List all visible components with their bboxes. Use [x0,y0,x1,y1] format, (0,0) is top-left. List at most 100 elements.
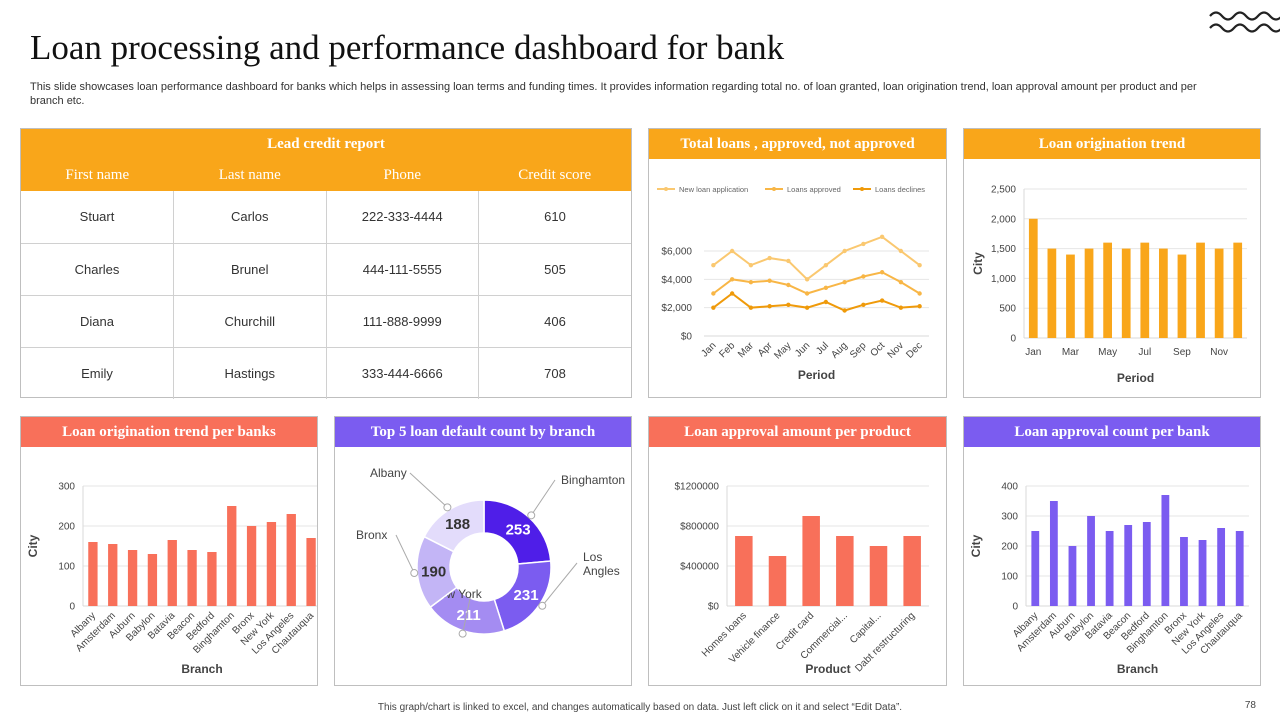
data-point [879,270,885,275]
y-tick-label: 1,000 [991,274,1016,285]
origination-trend-panel: Loan origination trend 0 500 1,000 1,500 2,0… [963,128,1261,398]
y-tick-label: 200 [1001,542,1018,553]
column-header-credit-score: Credit score [478,159,631,191]
lead-credit-report-panel: Lead credit report First name Last name … [20,128,632,399]
table-cell: Emily [21,347,174,399]
series-line [712,271,921,295]
y-axis-title: City [969,534,983,557]
bar [306,538,316,606]
x-tick-label: May [1098,347,1117,358]
lead-credit-report-title: Lead credit report [21,129,631,159]
y-tick-label: 200 [58,522,75,533]
y-tick-label: $0 [708,602,720,613]
data-point [823,262,829,268]
y-axis-title: City [971,252,985,275]
bar [836,536,854,606]
data-point [767,304,772,309]
data-point [842,248,847,254]
table-cell: 444-111-5555 [326,243,479,296]
y-tick-label: 0 [69,602,75,613]
table-cell: Churchill [173,295,327,348]
data-label: 231 [514,587,539,604]
y-tick-label: 2,000 [991,214,1016,225]
leader-dot [538,601,547,610]
leader-line [409,472,448,508]
x-tick-label: Feb [717,340,737,360]
series-line [712,235,921,281]
data-point [748,305,754,310]
slice-label: Angles [583,564,620,578]
donut-slice [423,499,485,553]
table-cell: Charles [21,243,174,296]
x-tick-label: Jun [793,340,812,359]
trend-per-banks-title: Loan origination trend per banks [21,417,317,447]
bar [1198,540,1207,606]
data-point [879,298,885,303]
bar [147,554,158,606]
bar [1068,546,1077,606]
bar [1084,248,1094,338]
bar [1105,531,1114,606]
x-tick-label: Nov [1210,347,1228,358]
y-tick-label: 0 [1010,334,1016,345]
bar [1028,218,1038,338]
data-point [842,308,847,313]
bar [1031,531,1040,606]
data-label: 211 [456,607,480,624]
leader-dot [443,503,452,512]
legend-marker [772,187,776,191]
data-point [917,262,922,268]
table-row: Diana Churchill 111-888-9999 406 [21,295,631,348]
y-tick-label: $1200000 [675,482,720,493]
table-cell: 610 [478,191,631,244]
bar [1142,522,1151,606]
bar [246,526,257,606]
table-row: Emily Hastings 333-444-6666 708 [21,347,631,399]
bar [127,550,138,606]
data-point [804,291,810,296]
data-point [786,258,791,264]
y-tick-label: 100 [1001,572,1018,583]
amount-per-product-title: Loan approval amount per product [649,417,946,447]
table-cell: 111-888-9999 [326,295,479,348]
data-point [711,305,716,310]
bar [1214,248,1224,338]
x-tick-label: Sep [1173,347,1191,358]
bar [1047,248,1057,338]
data-point [748,262,754,268]
x-axis-title: Period [798,368,835,382]
y-tick-label: $2,000 [661,303,692,314]
total-loans-title: Total loans , approved, not approved [649,129,946,159]
bar [167,540,177,606]
leader-line [541,562,578,607]
bar [1196,242,1205,338]
data-point [917,304,922,309]
bar [1121,248,1131,338]
data-label: 253 [506,522,531,539]
y-tick-label: 500 [999,304,1016,315]
wave-logo-icon [1209,11,1280,33]
bar [1161,495,1170,606]
count-per-bank-title: Loan approval count per bank [964,417,1260,447]
legend-label: New loan application [679,185,748,194]
bar [286,514,296,606]
origination-trend-bar-chart: 0 500 1,000 1,500 2,000 2,500 Jan Mar May Jul Sep N… [971,185,1247,385]
table-row: Stuart Carlos 222-333-4444 610 [21,191,631,244]
x-tick-label: Oct [868,340,887,359]
x-axis-title: Branch [181,662,222,676]
y-axis-title: City [26,534,40,557]
data-label: 190 [421,563,446,580]
data-point [804,305,810,310]
y-tick-label: 2,500 [991,185,1016,196]
amount-per-product-panel: Loan approval amount per product $0 $4000… [648,416,947,686]
page-title: Loan processing and performance dashboar… [30,28,785,67]
table-cell: 406 [478,295,631,348]
data-point [767,278,772,283]
bar [903,536,921,606]
bar [187,550,197,606]
bar [266,522,277,606]
legend-label: Loans declines [875,185,925,194]
data-point [861,302,866,308]
